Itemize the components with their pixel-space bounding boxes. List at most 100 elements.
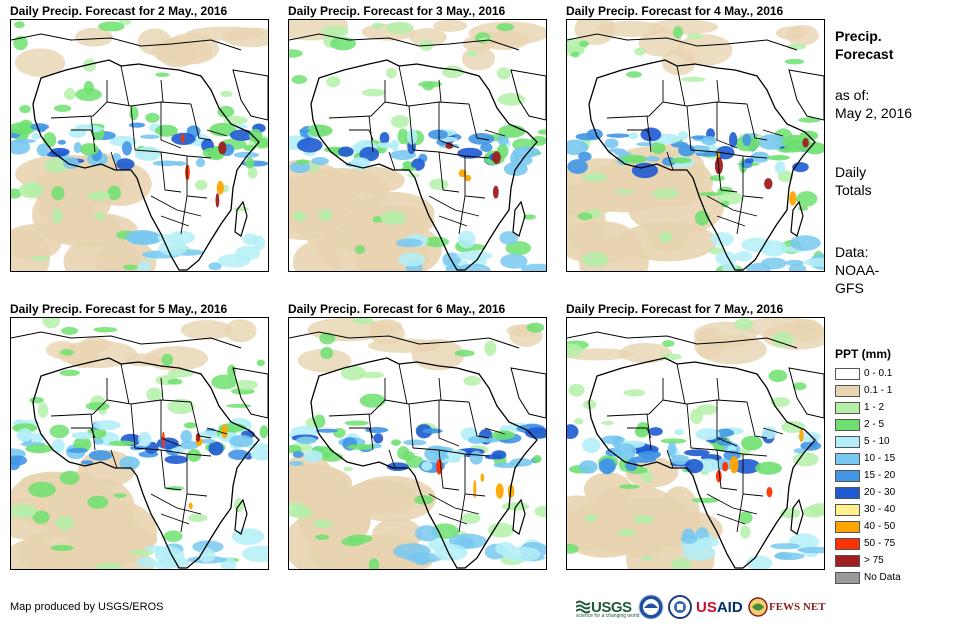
forecast-panel-3: Daily Precip. Forecast for 4 May., 2016 — [566, 4, 826, 272]
legend-item: 50 - 75 — [835, 535, 955, 552]
heavy-rain-spot — [492, 185, 499, 199]
africa-coastline — [310, 59, 538, 271]
light-rain-area — [734, 318, 754, 331]
light-rain-area — [671, 558, 692, 569]
rain-band — [785, 259, 804, 266]
legend-item: 20 - 30 — [835, 484, 955, 501]
legend-item: 30 - 40 — [835, 501, 955, 518]
light-rain-area — [380, 210, 407, 226]
country-border — [160, 215, 190, 227]
rain-band — [88, 450, 113, 461]
light-rain-area — [292, 211, 307, 222]
dry-area — [74, 27, 114, 47]
light-rain-area — [523, 214, 536, 220]
heavy-rain-spot — [161, 431, 165, 448]
country-border — [412, 447, 490, 457]
rain-band — [347, 444, 375, 450]
rain-band — [467, 436, 486, 444]
rain-band — [614, 151, 632, 156]
rain-band — [250, 448, 268, 461]
legend-label: 0.1 - 1 — [864, 385, 893, 396]
country-border — [50, 80, 108, 119]
heavy-rain-spot — [458, 169, 467, 178]
rain-band — [578, 151, 592, 162]
rain-band — [648, 427, 663, 436]
light-rain-area — [167, 398, 195, 415]
rain-band — [582, 437, 601, 454]
legend-label: No Data — [864, 572, 901, 583]
light-rain-area — [584, 513, 597, 523]
as-of-label: as of: — [835, 87, 870, 103]
light-rain-area — [418, 81, 443, 88]
light-rain-area — [340, 365, 366, 381]
country-border — [690, 149, 768, 159]
light-rain-area — [95, 562, 123, 569]
country-border — [71, 427, 96, 439]
dry-area — [567, 510, 636, 551]
heavy-rain-spot — [729, 456, 739, 474]
light-rain-area — [94, 212, 106, 220]
country-border — [134, 149, 212, 159]
precip-map — [566, 19, 825, 272]
rain-band — [290, 425, 319, 438]
country-border — [666, 449, 674, 469]
heavy-rain-spot — [722, 461, 729, 472]
light-rain-area — [23, 181, 42, 197]
rain-band — [233, 124, 248, 129]
legend-label: 40 - 50 — [864, 521, 896, 532]
rain-band — [156, 437, 179, 450]
rain-band — [774, 552, 792, 560]
forecast-panel-2: Daily Precip. Forecast for 3 May., 2016 — [288, 4, 548, 272]
rain-band — [682, 545, 716, 561]
light-rain-area — [247, 167, 258, 179]
rain-band — [245, 443, 268, 450]
africa-coastline — [588, 357, 816, 569]
light-rain-area — [11, 503, 37, 519]
rain-band — [63, 156, 80, 170]
fewsnet-logo: FEWS NET — [748, 593, 826, 621]
data-source-line3: GFS — [835, 280, 864, 296]
country-border — [606, 378, 664, 417]
rain-band — [480, 142, 493, 152]
arabia-coastline — [510, 69, 546, 121]
rain-band — [116, 158, 135, 171]
country-border — [762, 427, 784, 435]
light-rain-area — [697, 191, 723, 197]
country-border — [160, 102, 182, 149]
rain-band — [651, 141, 666, 155]
legend-item: 1 - 2 — [835, 399, 955, 416]
light-rain-area — [633, 514, 655, 524]
light-rain-area — [60, 349, 74, 356]
light-rain-area — [784, 58, 805, 65]
legend-label: 20 - 30 — [864, 487, 896, 498]
light-rain-area — [487, 522, 515, 538]
dry-area — [224, 319, 257, 343]
heavy-rain-spot — [714, 157, 723, 175]
light-rain-area — [581, 252, 609, 267]
rain-band — [80, 460, 94, 465]
madagascar-coastline — [790, 200, 804, 237]
light-rain-area — [145, 112, 160, 123]
rain-band — [567, 424, 579, 439]
light-rain-area — [577, 212, 593, 221]
noaa-seal-icon — [638, 594, 664, 620]
light-rain-area — [163, 530, 183, 542]
rain-band — [71, 431, 94, 440]
rain-band — [373, 433, 384, 444]
country-border — [408, 403, 414, 449]
dry-area — [291, 168, 389, 211]
country-border — [428, 493, 480, 515]
light-rain-area — [87, 191, 111, 201]
light-rain-area — [739, 511, 753, 524]
heavy-rain-spot — [181, 133, 185, 143]
madagascar-coastline — [234, 498, 248, 535]
dhs-seal-logo — [668, 593, 692, 621]
logo-strip: USGS science for a changing world USAID … — [576, 593, 826, 623]
light-rain-area — [441, 65, 464, 79]
rain-band — [491, 430, 516, 440]
light-rain-area — [429, 178, 449, 191]
light-rain-area — [360, 371, 384, 379]
light-rain-area — [52, 207, 63, 224]
country-border — [606, 80, 664, 119]
light-rain-area — [13, 35, 28, 51]
